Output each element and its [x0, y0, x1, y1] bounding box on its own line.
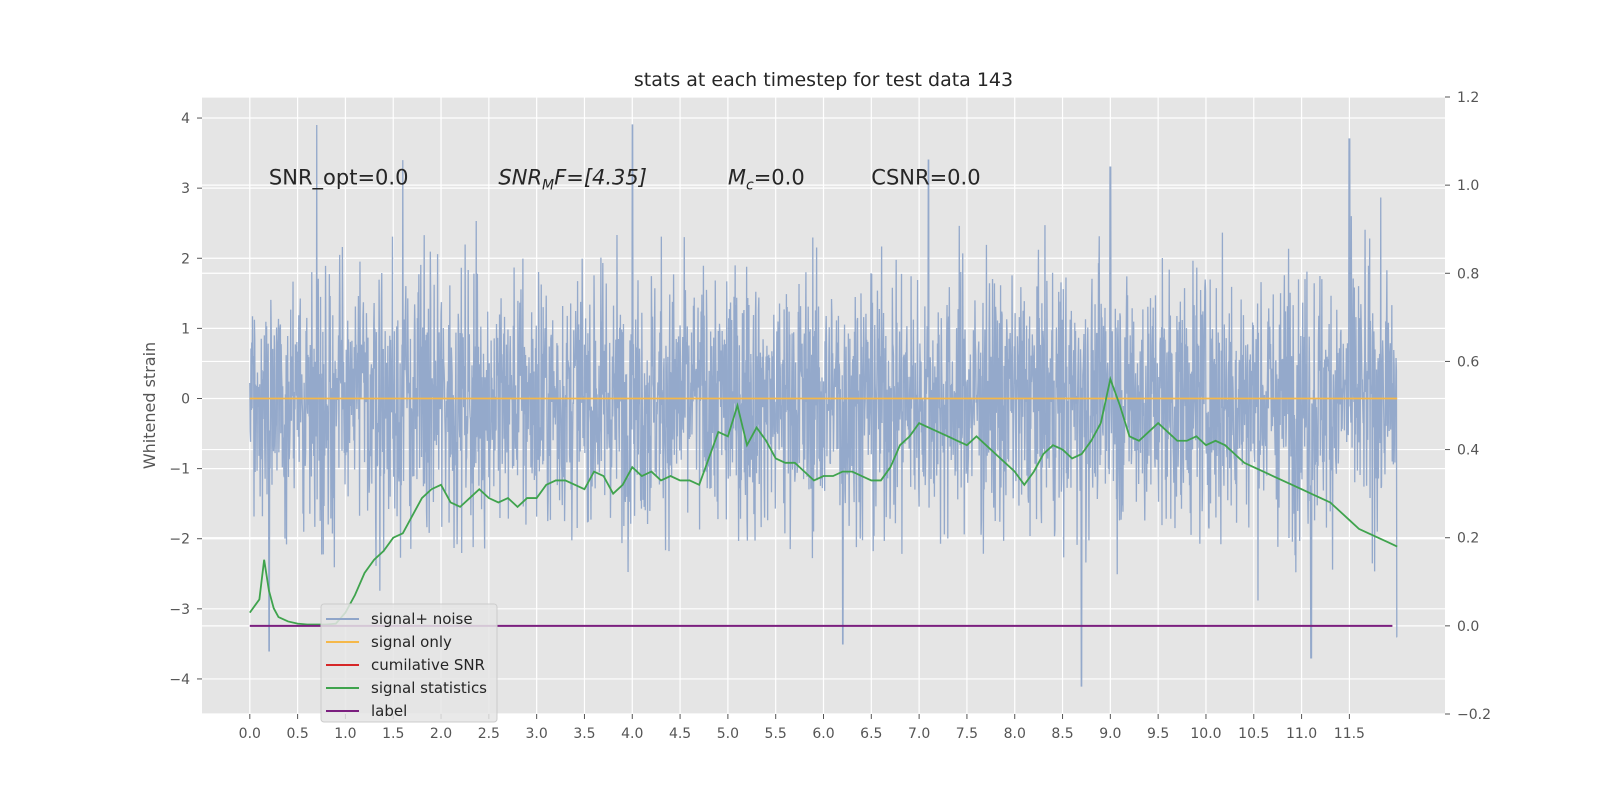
annotation-mc-base: M [728, 166, 746, 190]
annotation-snr-mf-sub: M [542, 178, 554, 194]
annotation-mc-rest: =0.0 [754, 166, 805, 190]
x-tick-label-10: 5.0 [717, 726, 739, 742]
y-right-tick-label-3: 0.6 [1457, 354, 1479, 370]
x-tick-label-21: 10.5 [1238, 726, 1269, 742]
y-left-tick-label-7: −3 [169, 602, 190, 618]
y-right-tick-label-2: 0.8 [1457, 266, 1479, 282]
y-left-tick-label-1: 3 [181, 181, 190, 197]
y-left-tick-label-3: 1 [181, 321, 190, 337]
y-right-tick-label-6: 0.0 [1457, 619, 1479, 635]
legend-label-label: label [371, 702, 407, 720]
x-tick-label-3: 1.5 [382, 726, 404, 742]
legend-label-signal-noise: signal+ noise [371, 610, 473, 628]
annotation-mc: Mc=0.0 [728, 166, 805, 194]
x-tick-label-12: 6.0 [812, 726, 834, 742]
x-tick-label-9: 4.5 [669, 726, 691, 742]
x-tick-label-6: 3.0 [526, 726, 548, 742]
y-right-tick-label-7: −0.2 [1457, 707, 1491, 723]
y-left-tick-label-4: 0 [181, 391, 190, 407]
y-axis-label-left: Whitened strain [140, 342, 159, 469]
legend-label-signal-statistics: signal statistics [371, 679, 487, 697]
x-tick-label-20: 10.0 [1190, 726, 1221, 742]
axes: 0.0 0.5 1.0 1.5 2.0 2.5 3.0 3.5 4.0 4.5 5.0 5.5 6.0 6… [169, 90, 1491, 742]
legend: signal+ noise signal only cumilative SNR si… [320, 603, 498, 723]
y-left-tick-label-2: 2 [181, 251, 190, 267]
annotations: SNR_opt=0.0 SNRMF=[4.35] Mc=0.0 CSNR=0.0 [269, 166, 981, 194]
x-tick-label-18: 9.0 [1099, 726, 1121, 742]
x-tick-label-5: 2.5 [478, 726, 500, 742]
y-right-tick-label-0: 1.2 [1457, 90, 1479, 106]
signal-noise-series [249, 124, 1398, 687]
series-line-signal-statistics [249, 375, 1398, 626]
x-tick-label-15: 7.5 [956, 726, 978, 742]
x-tick-label-17: 8.5 [1051, 726, 1073, 742]
x-tick-label-7: 3.5 [573, 726, 595, 742]
x-tick-label-14: 7.0 [908, 726, 930, 742]
legend-label-cumilative-snr: cumilative SNR [371, 656, 485, 674]
x-tick-label-8: 4.0 [621, 726, 643, 742]
annotation-snr-mf-rest: F=[4.35] [554, 166, 647, 190]
x-tick-label-4: 2.0 [430, 726, 452, 742]
x-tick-label-23: 11.5 [1334, 726, 1365, 742]
annotation-mc-sub: c [746, 178, 754, 194]
legend-box [320, 603, 498, 723]
x-tick-label-19: 9.5 [1147, 726, 1169, 742]
y-left-tick-label-0: 4 [181, 111, 190, 127]
y-left-tick-label-5: −1 [169, 462, 190, 478]
x-tick-label-13: 6.5 [860, 726, 882, 742]
y-left-tick-label-6: −2 [169, 532, 190, 548]
x-tick-label-2: 1.0 [334, 726, 356, 742]
y-right-tick-label-1: 1.0 [1457, 178, 1479, 194]
chart-title: stats at each timestep for test data 143 [634, 69, 1013, 91]
x-tick-label-22: 11.0 [1286, 726, 1317, 742]
series-line-signal-noise [249, 124, 1398, 687]
legend-label-signal-only: signal only [371, 633, 452, 651]
x-tick-label-11: 5.5 [765, 726, 787, 742]
annotation-snr-opt: SNR_opt=0.0 [269, 166, 409, 191]
annotation-csnr: CSNR=0.0 [871, 166, 980, 190]
y-right-tick-label-4: 0.4 [1457, 443, 1479, 459]
x-tick-label-1: 0.5 [286, 726, 308, 742]
annotation-snr-mf-base: SNR [498, 166, 542, 190]
x-tick-label-16: 8.0 [1004, 726, 1026, 742]
y-right-tick-label-5: 0.2 [1457, 531, 1479, 547]
annotation-snr-mf: SNRMF=[4.35] [498, 166, 647, 194]
y-left-tick-label-8: −4 [169, 672, 190, 688]
x-tick-label-0: 0.0 [239, 726, 261, 742]
